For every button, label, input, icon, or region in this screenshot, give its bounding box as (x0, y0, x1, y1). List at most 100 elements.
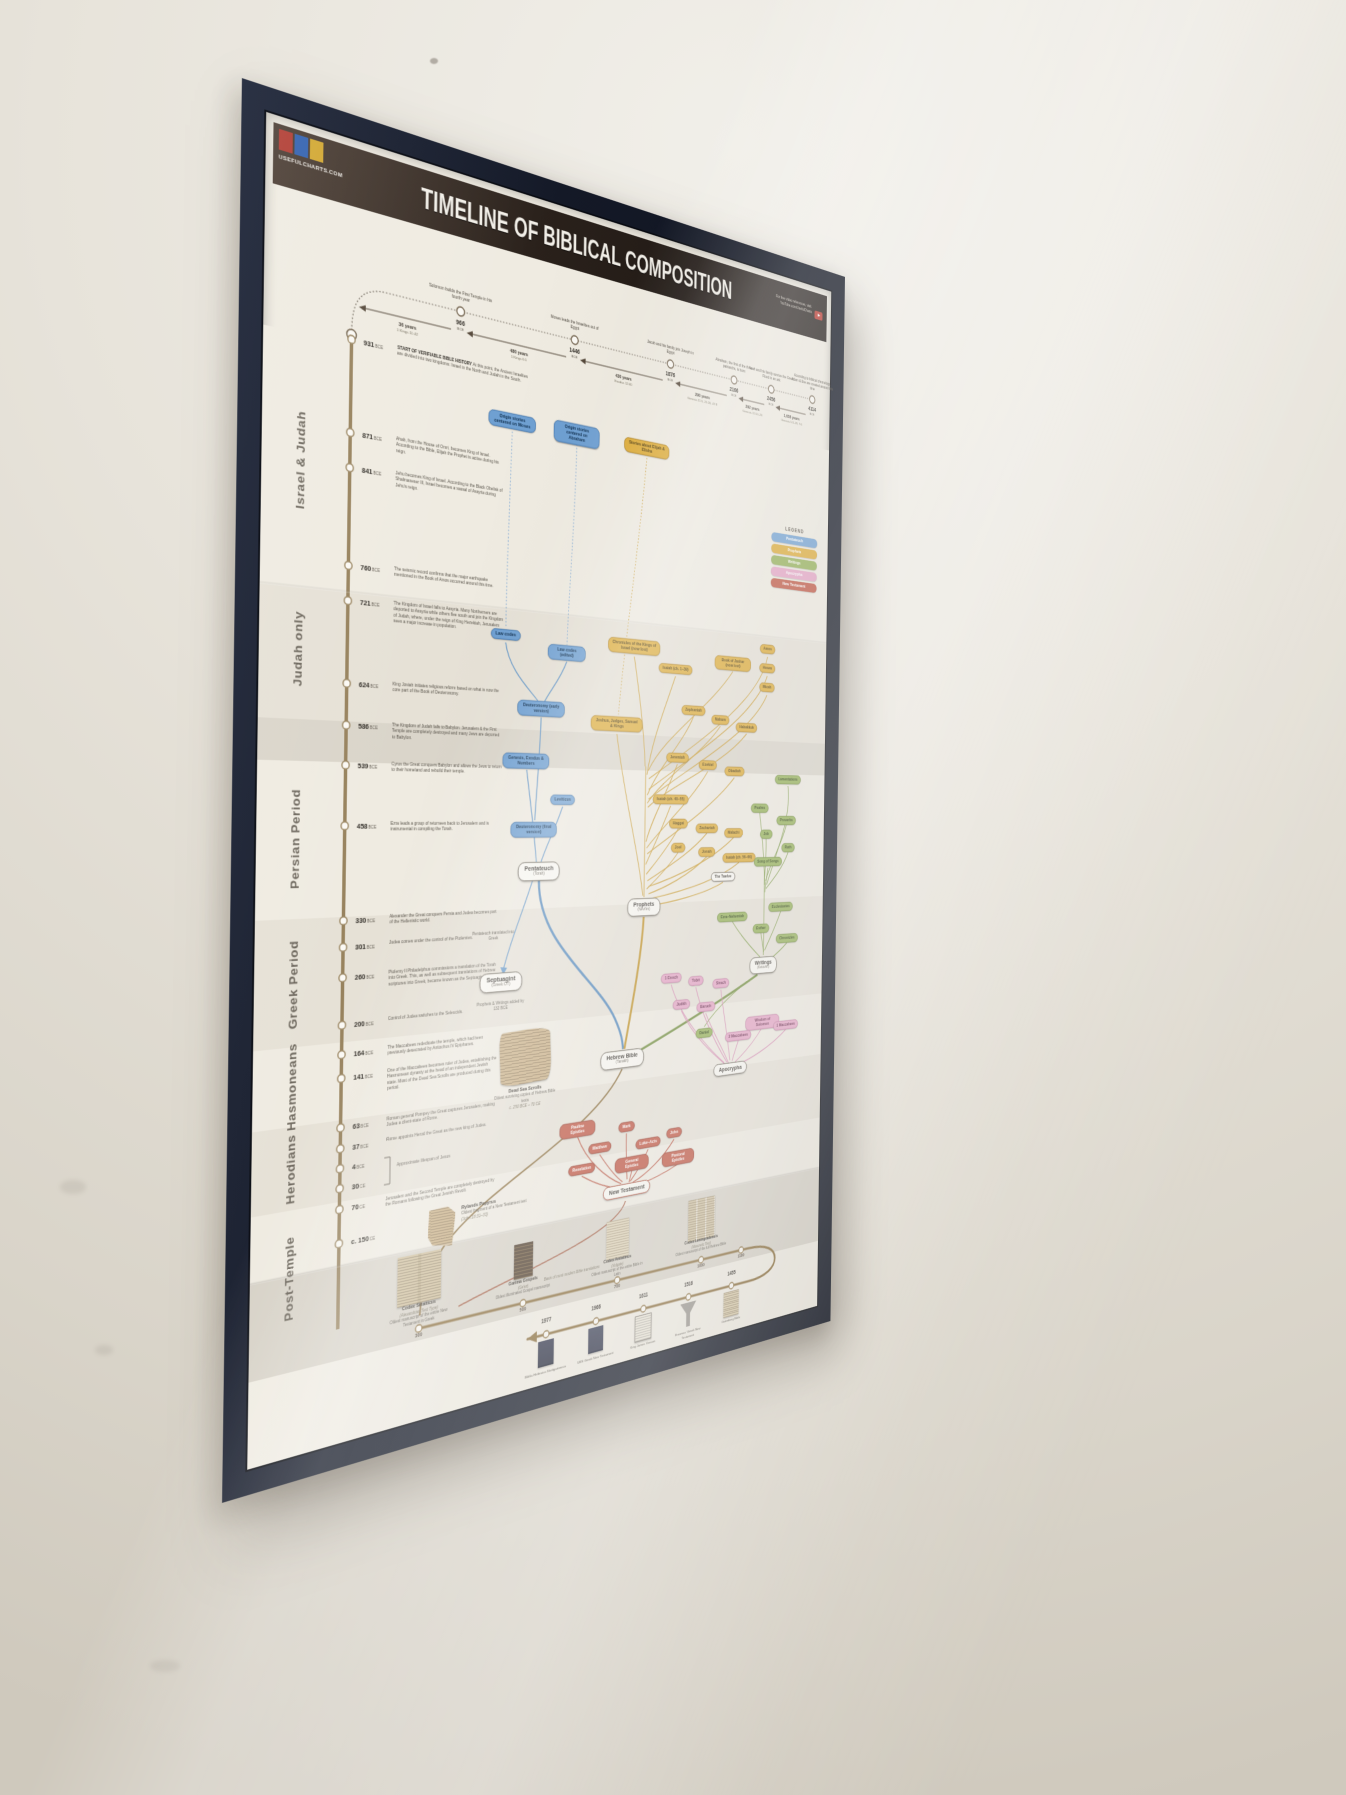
new-testament-node: Mark (618, 1120, 635, 1134)
writings-node: Daniel (695, 1027, 713, 1039)
timeline-event-text: One of the Maccabees becomes ruler of Ju… (386, 1056, 497, 1092)
prophets-node: Zephaniah (681, 704, 706, 717)
modern-edition-image (537, 1338, 554, 1369)
chronology-node-year: 2166 BCE (729, 386, 739, 398)
writings-node: Lamentations (774, 774, 801, 785)
apocrypha-node: Judith (672, 998, 691, 1011)
chronology-gap-label: 480 years 1 Kings 6:1 (509, 348, 529, 363)
timeline-event-year: 539BCE (357, 761, 378, 770)
timeline-event-year: 4BCE (352, 1161, 365, 1172)
new-testament-node: Pastoral Epistles (661, 1147, 695, 1169)
chronology-node-label: Noah and his family survive the Great Fl… (748, 366, 794, 384)
manuscript-image (513, 1241, 534, 1281)
chronology-gap-label: 430 years Exodus 12:40 (614, 373, 633, 387)
chronology-node-year: 1876 BCE (665, 370, 676, 383)
timeline-event-year: 37BCE (352, 1141, 369, 1152)
era-label: Herodians (282, 1134, 298, 1206)
poster-frame: USEFULCHARTS.COM TIMELINE OF BIBLICAL CO… (222, 78, 845, 1503)
new-testament-node: Matthew (588, 1140, 612, 1155)
era-label: Post-Temple (281, 1235, 297, 1323)
modern-edition-image (588, 1325, 604, 1355)
modern-year: 1455 (727, 1269, 736, 1278)
poster: USEFULCHARTS.COM TIMELINE OF BIBLICAL CO… (247, 111, 833, 1470)
timeline-event-year: 871BCE (362, 430, 382, 442)
legend: LEGEND Pentateuch Prophets Writings Apocryp… (768, 524, 819, 594)
wall-smudge (150, 1660, 180, 1672)
chronology-node-label: Solomon builds the First Temple in his f… (428, 283, 492, 305)
pentateuch-node: Deuteronomy (final version) (510, 821, 557, 838)
modern-edition-image (634, 1312, 652, 1343)
prophets-node: Jeremiah (666, 752, 689, 764)
apocrypha-node: 1 Enoch (660, 972, 682, 985)
writings-node: Song of Songs (753, 856, 782, 867)
timeline-event-year: 141BCE (353, 1071, 373, 1082)
modern-edition-caption: UBS Greek New Testament (577, 1350, 614, 1365)
prophets-node: Malachi (724, 828, 743, 838)
prophets-node: Hosea (759, 662, 776, 674)
timeline-event-text: Cyrus the Great conquers Babylon and all… (391, 762, 502, 775)
prophets-node: Habakkuk (735, 722, 758, 733)
dead-sea-scrolls-image (499, 1025, 552, 1089)
era-label: Judah only (290, 610, 305, 687)
chronology-node-year: 4114 BCE (808, 406, 817, 417)
timeline-event-text: Jehu becomes King of Israel. According t… (395, 471, 503, 499)
chronology-gap-label: 1,658 years Genesis 5:3–29, 7:6 (781, 413, 803, 427)
chronology-gap-label: 36 years 1 Kings 11:42 (396, 322, 419, 337)
manuscript-year-tick: 1100 (737, 1253, 745, 1260)
prophets-node: Joshua, Judges, Samuel & Kings (590, 714, 643, 733)
prophets-node: Haggai (669, 818, 688, 829)
timeline-event-year: 260BCE (354, 971, 375, 982)
prophets-node: Obadiah (724, 766, 745, 777)
modern-year: 1966 (591, 1304, 601, 1313)
prophets-node: Chronicles of the Kings of Israel (now l… (608, 636, 661, 657)
timeline-event-text: The Kingdom of Judah falls to Babylon. J… (391, 723, 500, 741)
jesus-lifespan-note: Approximate lifespan of Jesus (396, 1153, 451, 1168)
apocrypha-node: 1 Maccabees (773, 1018, 799, 1032)
new-testament-node: John (666, 1126, 682, 1139)
pentateuch-node: Leviticus (550, 794, 576, 806)
prophets-node: Nahum (711, 714, 730, 726)
timeline-event-text: The seismic record confirms that the maj… (394, 567, 494, 590)
timeline-event-year: 63BCE (352, 1120, 369, 1131)
prophets-node: Jonah (698, 847, 716, 858)
chronology-node-label: Moses leads the Israelites out of Egypt (550, 315, 599, 332)
modern-edition-image (680, 1300, 696, 1328)
prophets-node: Ezekiel (698, 760, 718, 771)
hub-new-testament: New Testament (602, 1178, 651, 1202)
timeline-event-text: Ezra leads a group of returnees back to … (390, 822, 489, 833)
legend-items: Pentateuch Prophets Writings Apocrypha New T… (768, 531, 819, 594)
writings-node: Chronicles (775, 932, 798, 944)
manuscript-year-tick: 300 (414, 1332, 423, 1340)
apocrypha-node: Tobit (688, 975, 704, 987)
modern-year: 1977 (541, 1316, 552, 1326)
timeline-event-year: 931BCE (363, 337, 384, 350)
chronology-node-year: 1446 BCE (569, 347, 580, 360)
hub-septuagint: Septuagint (Greek OT) (479, 971, 523, 994)
writings-node: Ruth (781, 842, 795, 853)
new-testament-node: General Epistles (614, 1153, 649, 1175)
writings-node: Esther (752, 923, 770, 934)
hub-pentateuch: Pentateuch (Torah) (517, 861, 560, 882)
timeline-event-year: 70CE (351, 1201, 365, 1212)
timeline-event-year: 624BCE (358, 679, 379, 690)
wall-smudge (95, 1345, 113, 1355)
timeline-event-year: 458BCE (356, 821, 377, 831)
writings-node: Ezra–Nehemiah (717, 911, 748, 923)
prophets-node: Micah (759, 682, 775, 693)
pentateuch-node: Law codes (490, 627, 521, 642)
modern-edition-image (723, 1289, 739, 1319)
timeline-event-year: 330BCE (355, 915, 376, 925)
prophets-node: Amos (759, 643, 776, 655)
wall-smudge (60, 1180, 86, 1194)
new-testament-node: Luke–Acts (635, 1135, 661, 1150)
timeline-event-year: 164BCE (353, 1048, 374, 1058)
hub-prophets: Prophets (Nevi'im) (627, 897, 661, 917)
era-label: Greek Period (285, 940, 301, 1030)
timeline-event-year: 30CE (351, 1181, 366, 1191)
septuagint-note: Prophets & Writings added by 132 BCE (476, 999, 525, 1013)
timeline-event-year: 841BCE (361, 465, 382, 477)
timeline-event-text: The Maccabees rededicate the temple, whi… (387, 1035, 484, 1057)
prophets-node: Book of Jashar (now lost) (714, 654, 752, 673)
wall-mark (430, 58, 438, 64)
chronology-node-year: 2456 BCE (766, 395, 776, 407)
